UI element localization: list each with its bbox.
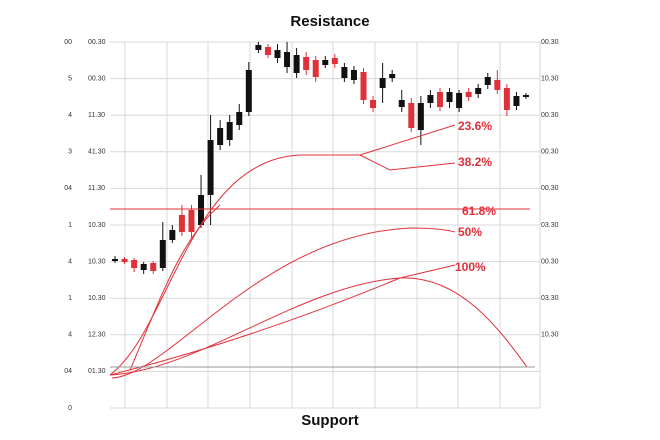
candle-body xyxy=(456,93,463,108)
candle-body xyxy=(226,122,233,140)
y-tick-label: 04 xyxy=(64,368,72,375)
y-tick-label: 10.30 xyxy=(88,295,106,302)
candle-body xyxy=(408,103,415,128)
candle-body xyxy=(379,78,386,88)
candle-body xyxy=(503,88,510,110)
y-tick-label: 03.30 xyxy=(541,295,559,302)
y-tick-label: 0 xyxy=(68,405,72,412)
candle-body xyxy=(446,92,453,102)
y-tick-label: 10.30 xyxy=(541,332,559,339)
candle-body xyxy=(370,100,377,108)
candle-body xyxy=(112,259,118,261)
candle-body xyxy=(398,100,405,107)
fib-label: 100% xyxy=(455,260,486,274)
candle-body xyxy=(303,57,310,70)
candle-body xyxy=(274,50,281,58)
y-tick-label: 00.30 xyxy=(88,75,106,82)
candle-body xyxy=(264,47,271,55)
candle-body xyxy=(293,55,300,73)
candle-body xyxy=(217,128,224,145)
candles xyxy=(112,42,529,274)
y-tick-label: 00.30 xyxy=(541,149,559,156)
y-tick-label: 00.30 xyxy=(541,258,559,265)
candle-body xyxy=(523,95,529,97)
candle-body xyxy=(350,70,357,80)
candle-body xyxy=(198,195,205,225)
x-axis-label: Support xyxy=(301,412,359,429)
y-tick-label: 4 xyxy=(68,332,72,339)
y-tick-label: 04 xyxy=(64,185,72,192)
y-tick-label: 4 xyxy=(68,258,72,265)
y-tick-label: 00 xyxy=(64,39,72,46)
candle-body xyxy=(178,215,185,232)
candle-body xyxy=(417,103,424,130)
candle-body xyxy=(322,60,329,65)
candle-body xyxy=(312,60,319,77)
y-tick-label: 4 xyxy=(68,112,72,119)
candle-body xyxy=(255,45,262,50)
chart-title: Resistance xyxy=(290,13,369,30)
candle-body xyxy=(331,58,338,64)
y-tick-label: 12.30 xyxy=(88,332,106,339)
candle-body xyxy=(169,230,176,240)
candle-body xyxy=(360,72,367,100)
y-tick-label: 41.30 xyxy=(88,149,106,156)
candle-body xyxy=(436,92,443,107)
y-tick-label: 11.30 xyxy=(88,185,105,192)
candle-body xyxy=(513,96,520,106)
candle-body xyxy=(131,260,138,268)
y-tick-label: 10.30 xyxy=(541,75,559,82)
y-tick-label: 10.30 xyxy=(88,222,106,229)
fib-label: 61.8% xyxy=(462,204,496,218)
y-tick-label: 00.30 xyxy=(88,39,106,46)
y-tick-label: 03.30 xyxy=(541,222,559,229)
fib-label: 23.6% xyxy=(458,119,492,133)
candle-body xyxy=(245,70,252,112)
y-tick-label: 10.30 xyxy=(88,258,106,265)
y-tick-label: 01.30 xyxy=(88,368,106,375)
candle-body xyxy=(150,263,157,271)
candle-body xyxy=(389,74,396,78)
candle-body xyxy=(484,77,491,85)
candle-body xyxy=(188,210,195,232)
candle-body xyxy=(494,80,501,90)
y-tick-label: 5 xyxy=(68,75,72,82)
y-tick-label: 1 xyxy=(68,295,72,302)
candle-body xyxy=(207,140,214,195)
y-tick-label: 1 xyxy=(68,222,72,229)
y-tick-label: 3 xyxy=(68,149,72,156)
candle-body xyxy=(236,112,243,125)
candle-body xyxy=(341,67,348,78)
fib-curves xyxy=(109,124,530,379)
candle-body xyxy=(121,259,128,262)
candle-body xyxy=(159,240,166,268)
y-tick-label: 11.30 xyxy=(88,112,105,119)
candle-body xyxy=(140,264,147,270)
y-tick-label: 00.30 xyxy=(541,112,559,119)
candle-body xyxy=(284,52,291,67)
horizontal-grid xyxy=(110,41,540,409)
candle-body xyxy=(465,92,472,97)
y-tick-label: 00.30 xyxy=(541,39,559,46)
fib-label: 38.2% xyxy=(458,155,492,169)
candle-body xyxy=(427,95,434,103)
fib-label: 50% xyxy=(458,225,482,239)
candle-body xyxy=(475,88,482,94)
y-tick-label: 00.30 xyxy=(541,185,559,192)
